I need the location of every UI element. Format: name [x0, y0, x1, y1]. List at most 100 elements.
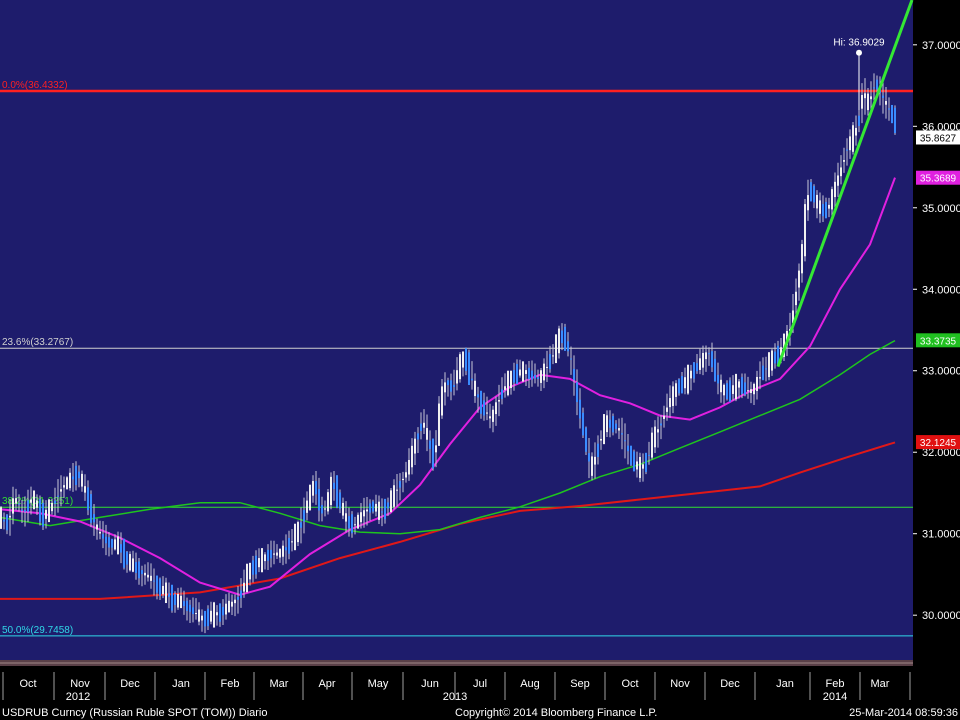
footer-copyright: Copyright© 2014 Bloomberg Finance L.P. [455, 707, 657, 719]
trend-line [776, 0, 914, 368]
price-bar [546, 366, 548, 368]
price-bar [885, 101, 887, 105]
price-bar [135, 562, 137, 573]
value-badge-label: 35.8627 [920, 133, 957, 144]
price-bar [504, 386, 506, 390]
price-bars [0, 73, 896, 634]
price-bar [711, 351, 713, 368]
price-bar [654, 426, 656, 448]
price-bar [423, 422, 425, 428]
price-bar [138, 561, 140, 579]
price-bar [192, 607, 194, 615]
x-month-label: Nov [670, 678, 690, 690]
price-bar [330, 476, 332, 505]
price-bar [735, 373, 737, 400]
price-bar [480, 390, 482, 414]
price-bar [432, 438, 434, 469]
price-bar [645, 452, 647, 473]
price-bar [525, 370, 527, 374]
y-tick-label: 30.0000 [922, 610, 960, 622]
price-bar [240, 590, 242, 598]
price-bar [726, 383, 728, 400]
x-month-label: Mar [270, 678, 289, 690]
price-bar [528, 367, 530, 380]
price-bar [174, 593, 176, 606]
x-month-label: Jan [172, 678, 190, 690]
price-bar [258, 558, 260, 568]
price-bar [462, 351, 464, 368]
price-bar [534, 374, 536, 379]
price-bar [483, 400, 485, 416]
x-year-label: 2012 [66, 691, 90, 703]
price-bar [315, 481, 317, 495]
price-bar [48, 499, 50, 523]
price-bar [840, 167, 842, 177]
price-bar [573, 368, 575, 381]
value-badge [916, 170, 960, 185]
y-tick-label: 35.0000 [922, 203, 960, 215]
price-bar [816, 194, 818, 209]
price-bar [396, 489, 398, 491]
price-bar [477, 394, 479, 398]
price-bar [156, 575, 158, 593]
price-bar [849, 136, 851, 151]
price-bar [96, 524, 98, 530]
price-bar [495, 402, 497, 415]
level-label: 0.0%(36.4332) [2, 80, 68, 91]
price-bar [186, 600, 188, 611]
value-badge [916, 435, 960, 450]
y-tick-label: 36.0000 [922, 121, 960, 133]
overlays: Hi: 36.9029 [776, 0, 914, 368]
price-bar [228, 600, 230, 613]
price-bar [519, 369, 521, 376]
price-bar [207, 608, 209, 627]
price-bar [18, 503, 20, 505]
price-bar [168, 593, 170, 597]
price-bar [195, 613, 197, 615]
ma-100-line [0, 339, 896, 535]
price-bar [837, 175, 839, 186]
price-bar [111, 539, 113, 548]
price-bar [456, 370, 458, 384]
price-bar [390, 490, 392, 513]
price-bar [567, 341, 569, 352]
price-bar [213, 602, 215, 628]
price-bar [822, 204, 824, 217]
x-month-label: Jan [776, 678, 794, 690]
level-label: 50.0%(29.7458) [2, 625, 73, 636]
price-bar [510, 370, 512, 388]
price-bar [471, 378, 473, 381]
hi-marker-dot [856, 49, 862, 56]
price-bar [831, 189, 833, 210]
price-bar [402, 478, 404, 481]
price-bar [582, 412, 584, 436]
price-bar [15, 498, 17, 504]
price-bar [585, 427, 587, 452]
price-bar [846, 149, 848, 151]
price-bar [741, 377, 743, 394]
price-bar [294, 523, 296, 551]
price-bar [747, 390, 749, 392]
value-badge-label: 32.1245 [920, 438, 957, 449]
price-bar [465, 348, 467, 371]
price-bar [708, 353, 710, 355]
price-bar [753, 383, 755, 395]
price-bar [231, 601, 233, 607]
price-bar [597, 443, 599, 457]
price-bar [873, 87, 875, 89]
ma-50-line [0, 177, 896, 596]
price-bar [420, 423, 422, 431]
price-bar [723, 384, 725, 396]
price-bar [246, 563, 248, 593]
x-month-label: Sep [570, 678, 590, 690]
price-bar [159, 578, 161, 596]
price-bar [699, 358, 701, 370]
price-bar [852, 125, 854, 152]
price-bar [366, 509, 368, 512]
price-bar [771, 350, 773, 371]
price-bar [333, 482, 335, 489]
price-bar [177, 593, 179, 608]
price-bar [384, 498, 386, 520]
price-bar [489, 416, 491, 419]
